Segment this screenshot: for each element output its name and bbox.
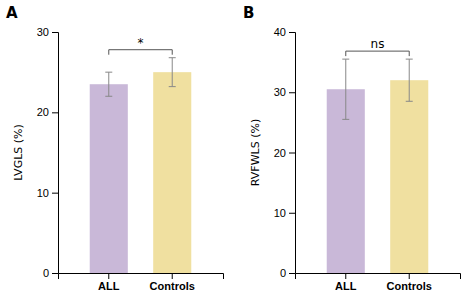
y-tick-label: 40 <box>274 26 286 38</box>
y-tick-mark <box>289 32 295 33</box>
y-tick-label: 10 <box>37 187 49 199</box>
y-tick-mark <box>52 273 58 274</box>
y-axis: 0 10 20 30 40 <box>274 26 296 279</box>
y-tick-mark <box>52 32 58 33</box>
x-tick-label: ALL <box>335 280 357 292</box>
marks <box>327 59 429 273</box>
x-tick-mark <box>409 273 410 279</box>
plot-area: * 0 10 20 30 ALL Controls <box>37 26 224 292</box>
significance-bracket <box>109 50 172 55</box>
x-tick-label: Controls <box>150 280 195 292</box>
y-tick-mark <box>289 273 295 274</box>
error-bar <box>342 59 349 119</box>
x-tick: ALL <box>98 273 120 292</box>
y-tick: 10 <box>37 187 58 199</box>
y-axis-title: LVGLS (%) <box>12 124 25 181</box>
x-axis-line <box>296 274 461 280</box>
y-tick-mark <box>289 213 295 214</box>
y-tick: 30 <box>274 86 295 98</box>
bar <box>90 84 128 273</box>
panel: * 0 10 20 30 ALL Controls LVGLS (%) A <box>6 4 224 292</box>
x-tick: Controls <box>150 273 195 292</box>
x-tick-mark <box>172 273 173 279</box>
significance-label: * <box>138 36 144 50</box>
y-axis: 0 10 20 30 <box>37 26 59 279</box>
y-tick: 0 <box>280 267 295 279</box>
error-bar <box>169 58 176 87</box>
y-tick-mark <box>52 193 58 194</box>
y-tick-label: 30 <box>274 86 286 98</box>
y-tick: 0 <box>43 267 58 279</box>
x-tick-label: Controls <box>387 280 432 292</box>
panel-label: B <box>243 4 254 22</box>
error-bar-line <box>342 59 349 119</box>
error-bar-line <box>105 72 112 96</box>
y-tick: 40 <box>274 26 295 38</box>
y-tick-mark <box>289 153 295 154</box>
y-tick: 20 <box>37 106 58 118</box>
error-bar-line <box>169 58 176 87</box>
error-bar-line <box>406 59 413 101</box>
y-tick-label: 0 <box>43 267 49 279</box>
y-tick: 30 <box>37 26 58 38</box>
y-axis-line <box>289 33 296 274</box>
panel: ns 0 10 20 30 40 ALL Controls RVFWLS (%) B <box>243 4 461 292</box>
x-tick: Controls <box>387 273 432 292</box>
y-tick: 20 <box>274 147 295 159</box>
chart: * 0 10 20 30 ALL Controls LVGLS (%) Ans 0 10 20 30 40… <box>0 0 474 299</box>
error-bar <box>406 59 413 101</box>
x-axis: ALL Controls <box>296 273 461 292</box>
error-bar <box>105 72 112 96</box>
marks <box>90 58 192 273</box>
x-axis-line <box>59 274 224 280</box>
panel-label: A <box>6 4 18 22</box>
x-tick-mark <box>345 273 346 279</box>
y-tick-mark <box>289 92 295 93</box>
plot-area: ns 0 10 20 30 40 ALL Controls <box>274 26 461 292</box>
bar <box>390 80 428 273</box>
y-tick-label: 30 <box>37 26 49 38</box>
y-axis-title: RVFWLS (%) <box>249 119 262 186</box>
y-tick: 10 <box>274 207 295 219</box>
y-axis-line <box>52 33 59 274</box>
y-tick-label: 0 <box>280 267 286 279</box>
bar <box>153 72 191 273</box>
x-tick: ALL <box>335 273 357 292</box>
significance-label: ns <box>371 37 385 51</box>
y-tick-mark <box>52 112 58 113</box>
x-tick-label: ALL <box>98 280 120 292</box>
x-tick-mark <box>108 273 109 279</box>
y-tick-label: 10 <box>274 207 286 219</box>
y-tick-label: 20 <box>274 147 286 159</box>
significance-bracket <box>346 51 409 56</box>
y-tick-label: 20 <box>37 106 49 118</box>
x-axis: ALL Controls <box>59 273 224 292</box>
